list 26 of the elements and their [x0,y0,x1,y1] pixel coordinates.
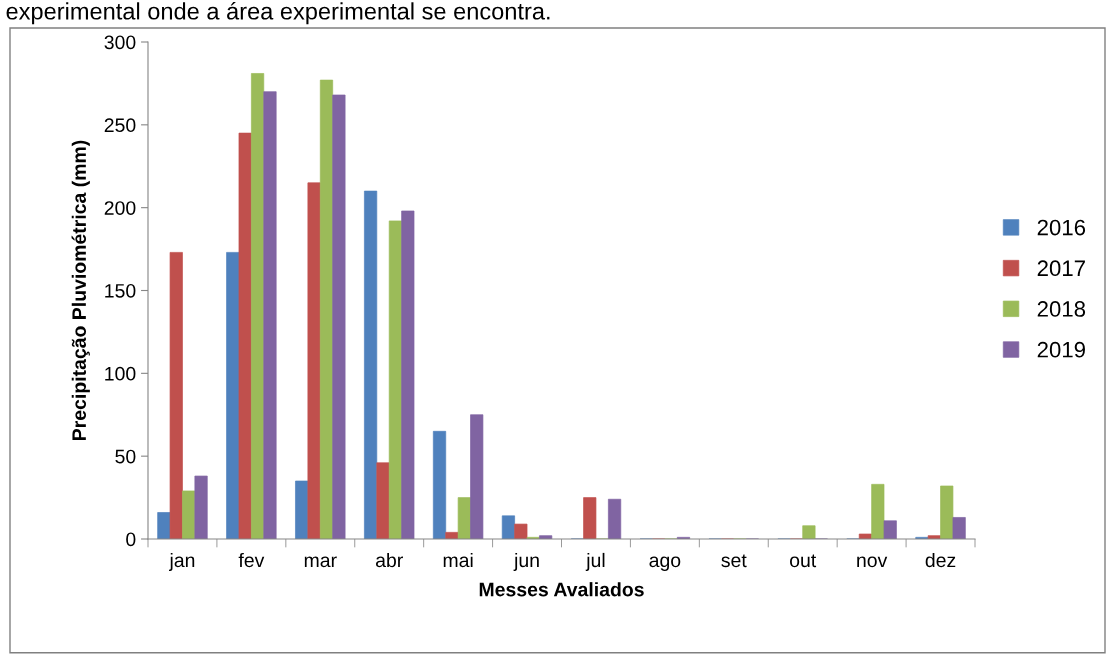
y-tick-label: 200 [104,201,136,215]
x-tick-label: jun [513,552,539,572]
x-tick-label: dez [925,552,956,568]
y-tick-label: 150 [105,283,136,298]
x-tick-label: abr [375,552,403,568]
legend-label: 2018 [1037,301,1086,317]
y-axis-title: Precipitação Pluviométrica (mm) [71,140,90,440]
x-tick-label: set [721,554,747,568]
x-tick-label: mai [443,552,473,568]
x-tick-label: jul [585,552,605,572]
y-tick-label: 0 [126,532,136,547]
y-tick-label: 100 [105,366,136,381]
x-axis-title: Messes Avaliados [479,582,644,597]
x-tick-label: mar [304,556,337,568]
legend-label: 2017 [1037,260,1085,277]
y-tick-label: 250 [104,118,136,133]
text: experimental onde a área experimental se encontra. [6,2,550,25]
x-tick-label: out [790,554,817,568]
legend-label: 2019 [1037,341,1085,358]
x-tick-label: nov [857,556,888,568]
y-tick-label: 300 [104,35,136,50]
x-tick-label: fev [238,552,265,568]
legend-label: 2016 [1037,219,1086,236]
x-tick-label: ago [649,556,681,572]
x-tick-label: jan [169,552,195,572]
y-tick-label: 50 [115,449,136,464]
